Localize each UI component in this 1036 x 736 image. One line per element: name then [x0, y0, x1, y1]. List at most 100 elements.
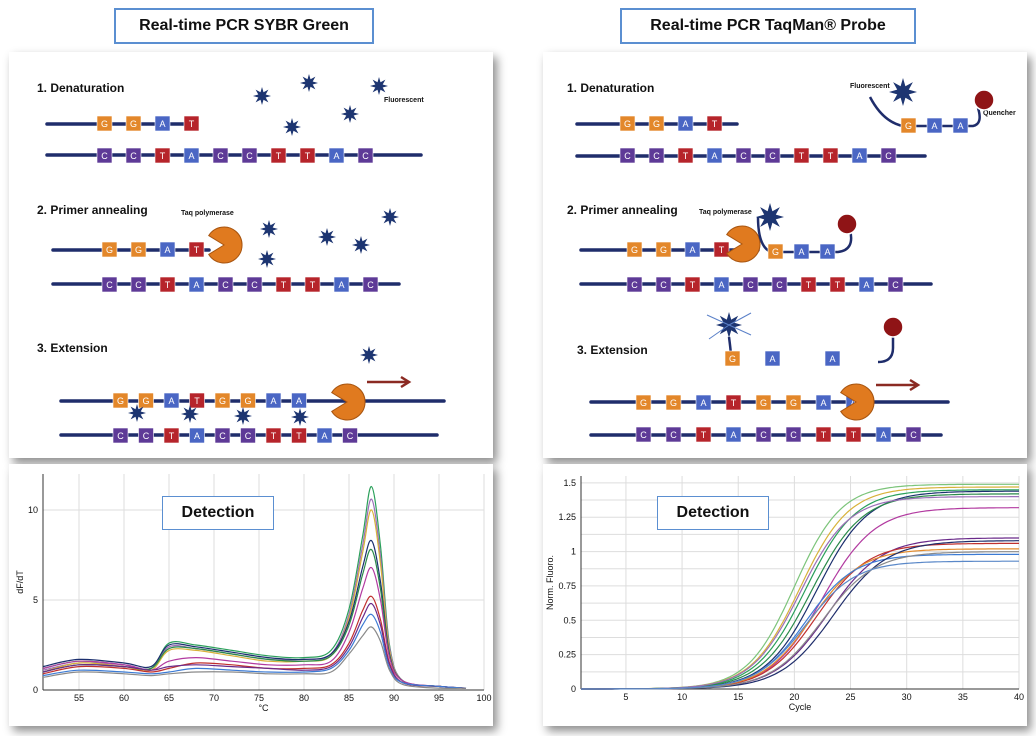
x-tick-label: 15: [733, 692, 743, 702]
nucleotide-letter: C: [740, 151, 747, 161]
x-tick-label: 75: [254, 693, 264, 703]
x-tick-label: 85: [344, 693, 354, 703]
nucleotide-letter: C: [747, 280, 754, 290]
nucleotide-T: T: [154, 147, 171, 164]
taq-polymerase-icon: [840, 383, 875, 421]
nucleotide-A: A: [793, 243, 810, 260]
nucleotide-A: A: [677, 115, 694, 132]
nucleotide-letter: T: [296, 431, 302, 441]
nucleotide-letter: T: [851, 430, 857, 440]
nucleotide-letter: T: [806, 280, 812, 290]
nucleotide-C: C: [342, 427, 358, 444]
nucleotide-letter: G: [117, 396, 124, 406]
nucleotide-A: A: [713, 276, 730, 293]
nucleotide-letter: T: [690, 280, 696, 290]
nucleotide-letter: G: [790, 398, 797, 408]
left-chart-panel: 55 60 65 70 75 80 85 90 95 100 0 5 10 °C dF/dT Detecti…: [9, 464, 493, 726]
step-extension-label: 3. Extension: [37, 341, 108, 355]
x-tick-label: 100: [476, 693, 491, 703]
light-ray-icon: [708, 324, 730, 340]
nucleotide-C: C: [96, 147, 113, 164]
nucleotide-letter: A: [863, 280, 869, 290]
nucleotide-A: A: [163, 392, 180, 409]
nucleotide-G: G: [101, 241, 118, 258]
detection-label: Detection: [162, 496, 274, 530]
nucleotide-letter: A: [338, 280, 344, 290]
fluorescent-dye-icon: [258, 250, 276, 268]
nucleotide-T: T: [695, 426, 712, 443]
quencher-icon: [882, 316, 904, 338]
nucleotide-letter: C: [130, 151, 137, 161]
nucleotide-letter: A: [769, 354, 775, 364]
nucleotide-letter: C: [624, 151, 631, 161]
nucleotide-A: A: [815, 394, 832, 411]
nucleotide-A: A: [824, 350, 841, 367]
nucleotide-letter: T: [165, 280, 171, 290]
nucleotide-A: A: [183, 147, 200, 164]
nucleotide-A: A: [926, 117, 943, 134]
fluorescent-label: Fluorescent: [384, 97, 424, 104]
fluorescent-dye-icon: [756, 203, 784, 231]
nucleotide-C: C: [217, 276, 234, 293]
nucleotide-C: C: [887, 276, 904, 293]
nucleotide-C: C: [648, 147, 665, 164]
nucleotide-letter: C: [892, 280, 899, 290]
nucleotide-letter: C: [347, 431, 354, 441]
nucleotide-G: G: [655, 241, 672, 258]
nucleotide-C: C: [214, 427, 231, 444]
nucleotide-letter: T: [712, 119, 718, 129]
x-tick-label: 40: [1014, 692, 1024, 702]
nucleotide-letter: T: [701, 430, 707, 440]
nucleotide-letter: G: [219, 396, 226, 406]
nucleotide-letter: G: [244, 396, 251, 406]
nucleotide-T: T: [159, 276, 176, 293]
nucleotide-letter: T: [194, 245, 200, 255]
nucleotide-letter: T: [719, 245, 725, 255]
taq-polymerase-icon: [726, 225, 761, 263]
sybr-green-diagram: 1. Denaturation 2. Primer annealing 3. E…: [37, 74, 446, 444]
left-diagram-panel: 1. Denaturation 2. Primer annealing 3. E…: [9, 52, 493, 458]
nucleotide-T: T: [275, 276, 292, 293]
nucleotide-C: C: [246, 276, 263, 293]
nucleotide-letter: G: [729, 354, 736, 364]
nucleotide-C: C: [619, 147, 636, 164]
light-ray-icon: [706, 314, 730, 326]
nucleotide-T: T: [829, 276, 846, 293]
nucleotide-G: G: [130, 241, 147, 258]
x-tick-label: 95: [434, 693, 444, 703]
taq-polymerase-icon: [208, 226, 243, 264]
amplification-curve-series: [581, 548, 1019, 690]
nucleotide-G: G: [626, 241, 643, 258]
quencher-label: Quencher: [983, 110, 1016, 117]
y-axis-label: dF/dT: [15, 570, 25, 594]
nucleotide-T: T: [304, 276, 321, 293]
nucleotide-letter: C: [245, 431, 252, 441]
y-tick-label: 10: [28, 505, 38, 515]
nucleotide-letter: A: [856, 151, 862, 161]
fluorescent-label: Fluorescent: [850, 83, 890, 90]
y-tick-label: 5: [33, 595, 38, 605]
x-tick-label: 90: [389, 693, 399, 703]
x-tick-label: 25: [846, 692, 856, 702]
y-axis-label: Norm. Fluoro.: [545, 555, 555, 610]
nucleotide-letter: G: [142, 396, 149, 406]
nucleotide-letter: A: [711, 151, 717, 161]
nucleotide-G: G: [785, 394, 802, 411]
y-tick-label: 0: [571, 684, 576, 694]
fluorescent-dye-icon: [234, 407, 252, 425]
light-ray-icon: [728, 312, 752, 326]
nucleotide-letter: T: [189, 119, 195, 129]
nucleotide-letter: T: [160, 151, 166, 161]
arrow-head-icon: [400, 375, 412, 389]
nucleotide-A: A: [159, 241, 176, 258]
nucleotide-A: A: [858, 276, 875, 293]
y-tick-label: 1.5: [563, 478, 576, 488]
nucleotide-letter: C: [367, 280, 374, 290]
nucleotide-T: T: [677, 147, 694, 164]
nucleotide-C: C: [138, 427, 154, 444]
nucleotide-G: G: [648, 115, 665, 132]
nucleotide-letter: A: [880, 430, 886, 440]
step-extension-label: 3. Extension: [577, 343, 648, 357]
nucleotide-T: T: [291, 427, 307, 444]
right-title: Real-time PCR TaqMan® Probe: [620, 8, 916, 44]
